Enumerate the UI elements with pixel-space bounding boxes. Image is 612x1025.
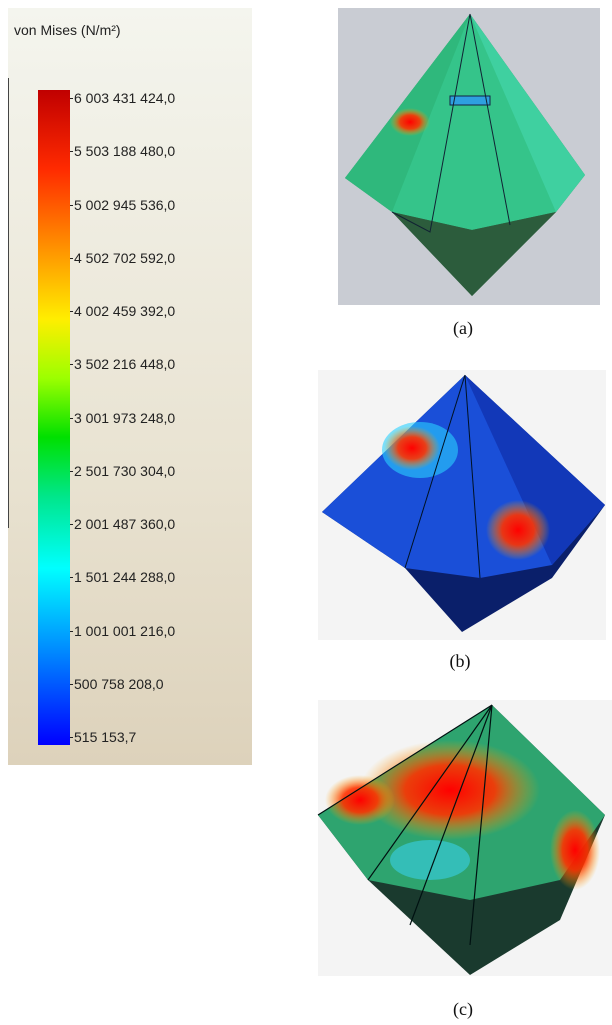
caption: (b) [450, 651, 471, 672]
figures [0, 0, 612, 1025]
caption: (a) [453, 318, 473, 339]
caption: (c) [453, 999, 473, 1020]
figure-b [318, 370, 606, 640]
figure-a [338, 8, 600, 305]
page: von Mises (N/m²) 6 003 431 424,05 503 18… [0, 0, 612, 1025]
figure-c [318, 700, 612, 976]
